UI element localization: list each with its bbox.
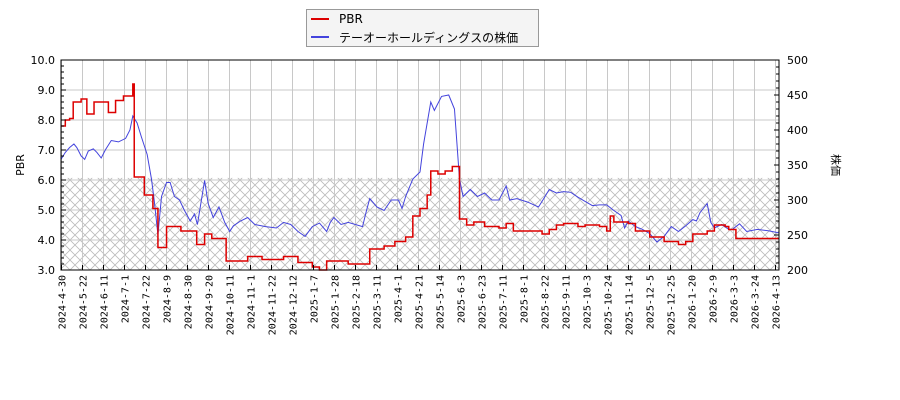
- x-tick-label: 2025-6-23: [478, 275, 489, 329]
- x-tick-label: 2025-1-28: [331, 275, 342, 329]
- left-tick-label: 4.0: [38, 234, 56, 247]
- legend-label-pbr: PBR: [339, 12, 363, 26]
- x-tick-label: 2024-9-20: [205, 275, 216, 329]
- left-tick-label: 8.0: [38, 114, 56, 127]
- x-tick-label: 2024-7-1: [121, 275, 132, 323]
- x-axis: 2024-4-30 2024-5-22 2024-6-11 2024-7-1 2024-…: [58, 265, 783, 335]
- x-tick-label: 2025-4-21: [415, 275, 426, 329]
- x-tick-label: 2026-1-20: [688, 275, 699, 329]
- x-tick-label: 2026-3-3: [730, 275, 741, 323]
- series-layer: [60, 83, 780, 271]
- x-tick-label: 2024-4-30: [58, 275, 69, 329]
- right-tick-label: 200: [787, 264, 808, 277]
- legend-swatch-stock-price: [311, 36, 329, 38]
- x-tick-label: 2024-12-12: [289, 275, 300, 335]
- x-tick-label: 2025-7-11: [499, 275, 510, 329]
- left-tick-label: 3.0: [38, 264, 56, 277]
- x-tick-label: 2025-5-14: [436, 275, 447, 329]
- x-tick-label: 2026-3-24: [751, 275, 762, 329]
- legend-item-pbr: PBR: [311, 11, 363, 27]
- x-tick-label: 2025-2-18: [352, 275, 363, 329]
- x-tick-label: 2025-8-22: [541, 275, 552, 329]
- x-tick-label: 2024-11-1: [247, 275, 258, 329]
- x-tick-label: 2025-6-3: [457, 275, 468, 323]
- right-tick-label: 350: [787, 159, 808, 172]
- left-tick-label: 6.0: [38, 174, 56, 187]
- x-tick-label: 2024-6-11: [100, 275, 111, 329]
- left-tick-label: 7.0: [38, 144, 56, 157]
- x-tick-label: 2026-2-9: [709, 275, 720, 323]
- left-tick-label: 10.0: [31, 54, 56, 67]
- x-tick-label: 2025-12-25: [667, 275, 678, 335]
- legend-swatch-pbr: [311, 18, 329, 20]
- legend-label-stock-price: テーオーホールディングスの株価: [339, 30, 519, 45]
- x-tick-label: 2025-9-11: [562, 275, 573, 329]
- x-tick-label: 2024-8-30: [184, 275, 195, 329]
- right-tick-label: 400: [787, 124, 808, 137]
- legend: PBR テーオーホールディングスの株価: [306, 9, 539, 47]
- x-tick-label: 2025-10-3: [583, 275, 594, 329]
- left-tick-label: 5.0: [38, 204, 56, 217]
- stock-price-line: [60, 94, 780, 243]
- x-tick-label: 2024-7-22: [142, 275, 153, 329]
- left-axis: 10.0 9.0 8.0 7.0 6.0 5.0 4.0 3.0: [31, 54, 66, 277]
- x-tick-label: 2024-8-9: [163, 275, 174, 323]
- left-tick-label: 9.0: [38, 84, 56, 97]
- x-tick-label: 2025-3-11: [373, 275, 384, 329]
- x-tick-label: 2024-10-11: [226, 275, 237, 335]
- x-tick-label: 2025-10-24: [604, 275, 615, 335]
- x-tick-label: 2026-4-13: [772, 275, 783, 329]
- x-tick-label: 2024-11-22: [268, 275, 279, 335]
- x-tick-label: 2024-5-22: [79, 275, 90, 329]
- right-tick-label: 300: [787, 194, 808, 207]
- hatched-band: [61, 177, 779, 270]
- right-axis: 500 450 400 350 300 250 200: [774, 54, 808, 277]
- right-axis-label: 株価: [829, 154, 843, 176]
- x-tick-label: 2025-12-5: [646, 275, 657, 329]
- right-tick-label: 250: [787, 229, 808, 242]
- left-axis-label: PBR: [14, 154, 27, 176]
- x-tick-label: 2025-1-7: [310, 275, 321, 323]
- pbr-line: [61, 83, 779, 271]
- x-tick-label: 2025-4-1: [394, 275, 405, 323]
- x-tick-label: 2025-11-14: [625, 275, 636, 335]
- right-tick-label: 500: [787, 54, 808, 67]
- x-tick-label: 2025-8-1: [520, 275, 531, 323]
- legend-item-stock-price: テーオーホールディングスの株価: [311, 29, 518, 45]
- right-tick-label: 450: [787, 89, 808, 102]
